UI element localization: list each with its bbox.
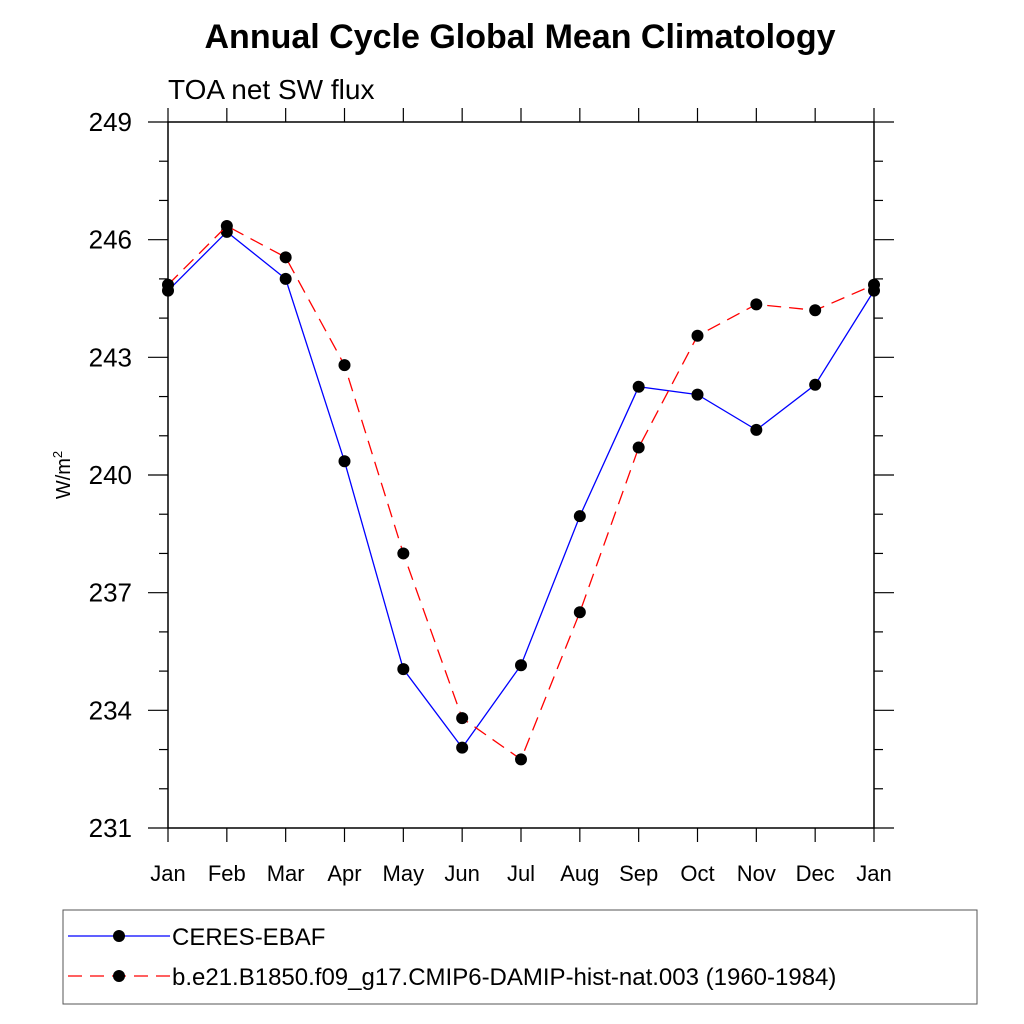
legend-marker: [113, 970, 125, 982]
x-tick-label: Feb: [208, 861, 246, 886]
y-axis: 231 234 237 240 243 246 249: [89, 107, 894, 843]
y-tick-label: 243: [89, 342, 132, 372]
x-tick-label: Nov: [737, 861, 776, 886]
x-tick-label: Jun: [444, 861, 479, 886]
chart-subtitle: TOA net SW flux: [168, 74, 374, 105]
y-axis-label-superscript: 2: [50, 451, 65, 458]
plot-frame: [167, 121, 875, 829]
y-tick-label: 237: [89, 578, 132, 608]
plot-border: [167, 121, 875, 829]
data-point: [456, 741, 469, 754]
data-point: [515, 753, 527, 766]
data-point: [809, 304, 822, 317]
x-tick-label: Apr: [327, 861, 361, 886]
data-point: [868, 278, 880, 291]
data-point: [279, 272, 292, 285]
y-tick-label: 249: [89, 107, 132, 137]
legend-item: CERES-EBAF: [68, 924, 325, 951]
data-point: [573, 606, 586, 619]
y-axis-label: W/m2: [50, 451, 75, 499]
data-point: [691, 388, 704, 401]
y-tick-label: 246: [89, 225, 132, 255]
data-point: [220, 219, 233, 232]
data-point: [279, 251, 292, 264]
data-point: [750, 423, 763, 436]
data-point: [338, 455, 351, 468]
data-point: [691, 329, 704, 342]
data-point: [515, 659, 527, 672]
series-1: [162, 225, 880, 754]
data-point: [632, 380, 645, 393]
x-tick-label: May: [383, 861, 425, 886]
data-point: [456, 712, 469, 725]
data-point: [750, 298, 763, 311]
data-point: [397, 663, 410, 676]
data-point: [573, 510, 586, 523]
series-2: [162, 219, 880, 766]
legend-label: b.e21.B1850.f09_g17.CMIP6-DAMIP-hist-nat…: [172, 964, 836, 991]
legend: CERES-EBAF b.e21.B1850.f09_g17.CMIP6-DAMI…: [62, 909, 978, 1005]
x-tick-label: Dec: [796, 861, 835, 886]
x-tick-label: Mar: [267, 861, 305, 886]
y-axis-label-main: W/m: [53, 458, 75, 499]
data-point: [338, 359, 351, 372]
legend-item: b.e21.B1850.f09_g17.CMIP6-DAMIP-hist-nat…: [68, 964, 836, 991]
legend-label: CERES-EBAF: [172, 924, 325, 951]
x-tick-label: Aug: [560, 861, 599, 886]
data-point: [397, 547, 410, 560]
x-tick-label: Jan: [856, 861, 891, 886]
data-point: [632, 441, 645, 454]
x-tick-label: Sep: [619, 861, 658, 886]
y-tick-label: 240: [89, 460, 132, 490]
y-tick-label: 234: [89, 695, 132, 725]
x-axis: Jan Feb Mar Apr May Jun Jul Aug Sep Oct Nov Dec Jan: [150, 108, 892, 886]
x-tick-label: Jul: [507, 861, 535, 886]
data-point: [809, 378, 822, 391]
x-tick-label: Jan: [150, 861, 185, 886]
x-tick-label: Oct: [680, 861, 714, 886]
series-layer: [162, 219, 880, 766]
legend-box: [62, 909, 978, 1005]
series-line: [167, 225, 875, 761]
y-tick-label: 231: [89, 813, 132, 843]
data-point: [162, 278, 174, 291]
chart-title: Annual Cycle Global Mean Climatology: [205, 18, 836, 56]
legend-marker: [113, 930, 125, 942]
